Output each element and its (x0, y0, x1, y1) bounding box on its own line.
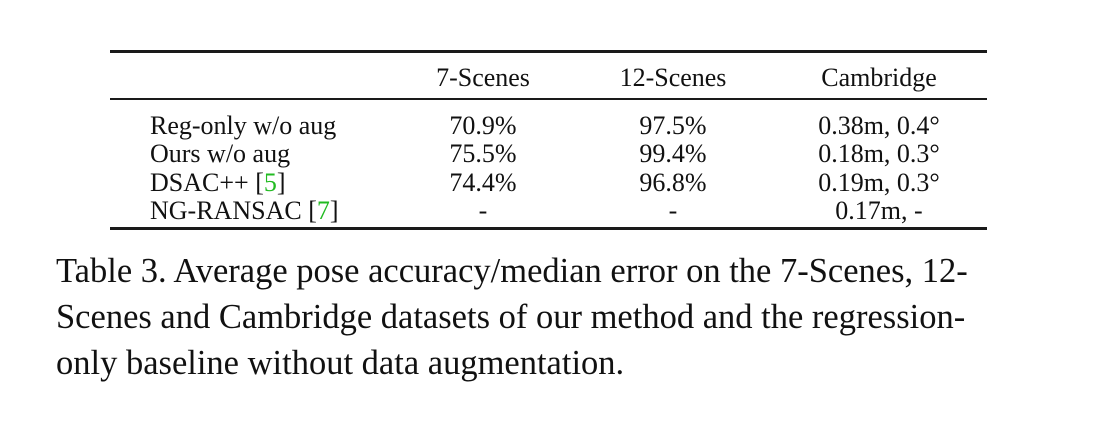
table-caption: Table 3. Average pose accuracy/median er… (56, 248, 1046, 386)
row-cambridge-value: 0.38m, 0.4° (818, 111, 940, 140)
table-header-rule (110, 98, 987, 100)
row-12-scenes-value: 99.4% (639, 139, 707, 168)
citation-link[interactable]: 5 (263, 168, 277, 197)
table-top-rule (110, 50, 987, 53)
row-method: Reg-only w/o aug (150, 111, 337, 140)
row-7-scenes-value: 70.9% (449, 111, 517, 140)
row-7-scenes-value: 75.5% (449, 139, 517, 168)
row-cambridge-value: 0.17m, - (835, 196, 923, 225)
table-bottom-rule (110, 227, 987, 230)
caption-line: Scenes and Cambridge datasets of our met… (56, 298, 966, 336)
row-12-scenes-value: 96.8% (639, 168, 707, 197)
row-12-scenes-value: 97.5% (639, 111, 707, 140)
header-7-scenes: 7-Scenes (436, 63, 530, 92)
row-cambridge-value: 0.18m, 0.3° (818, 139, 940, 168)
row-method-with-citation: DSAC++ [5] (150, 168, 286, 197)
row-12-scenes-value: - (668, 196, 678, 225)
row-method-with-citation: NG-RANSAC [7] (150, 196, 339, 225)
caption-line: Table 3. Average pose accuracy/median er… (56, 252, 968, 290)
row-method: NG-RANSAC (150, 196, 302, 225)
row-7-scenes-value: 74.4% (449, 168, 517, 197)
row-cambridge-value: 0.19m, 0.3° (818, 168, 940, 197)
header-12-scenes: 12-Scenes (619, 63, 727, 92)
row-method: Ours w/o aug (150, 139, 291, 168)
row-method: DSAC++ (150, 168, 249, 197)
header-cambridge: Cambridge (821, 63, 937, 92)
row-7-scenes-value: - (478, 196, 488, 225)
citation-link[interactable]: 7 (316, 196, 330, 225)
caption-line: only baseline without data augmentation. (56, 344, 625, 382)
